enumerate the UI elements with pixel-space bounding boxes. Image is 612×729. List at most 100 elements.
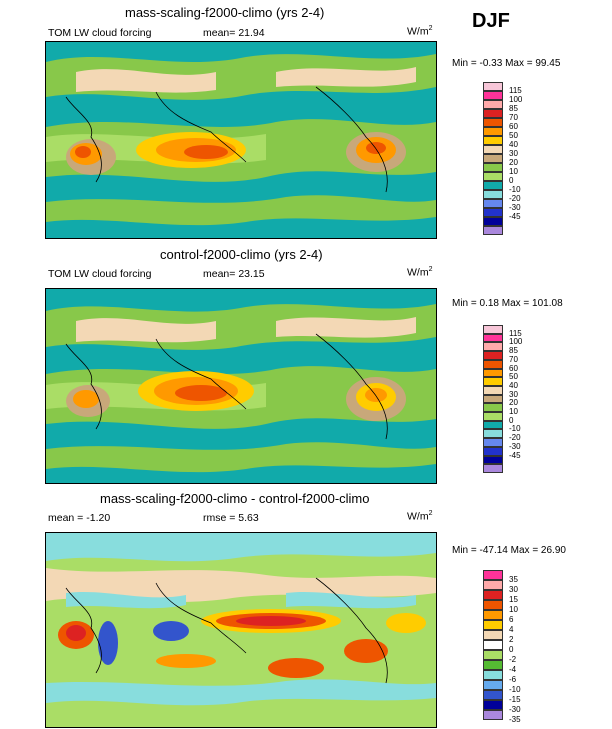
colorbar-tick-label: -45 [509,450,521,460]
colorbar-tick-label: 30 [509,389,518,399]
colorbar-tick-label: 50 [509,372,518,382]
colorbar-swatch [483,680,503,690]
colorbar-tick-label: -6 [509,675,517,684]
colorbar-tick-label: 20 [509,158,518,167]
colorbar-swatch [483,145,503,154]
colorbar-tick-label: -10 [509,685,521,694]
colorbar-swatch [483,610,503,620]
colorbar-tick-label: 115 [509,328,522,338]
colorbar-tick-label: 70 [509,354,518,364]
panel-3-map [45,532,437,728]
colorbar-swatch [483,420,503,430]
colorbar-tick-label: 10 [509,167,518,176]
colorbar-tick-label: -45 [509,212,521,221]
colorbar-swatch [483,226,503,235]
colorbar-swatch [483,630,503,640]
colorbar-tick-label: 70 [509,113,518,122]
colorbar-swatch [483,325,503,334]
colorbar-swatch [483,333,503,343]
colorbar-tick-label: -30 [509,203,521,212]
colorbar-swatch [483,640,503,650]
colorbar-swatch [483,91,503,100]
panel-1-mean-label: mean= 21.94 [203,27,265,39]
panel-1-map [45,41,437,239]
colorbar-swatch [483,136,503,145]
colorbar-tick-label: 10 [509,605,518,614]
panel-1-variable-label: TOM LW cloud forcing [48,27,152,39]
colorbar-tick-label: 40 [509,140,518,149]
colorbar-tick-label: 100 [509,337,523,347]
colorbar-tick-label: -20 [509,194,521,203]
colorbar-swatch [483,181,503,190]
colorbar-swatch [483,208,503,217]
colorbar-swatch [483,118,503,127]
colorbar-swatch [483,190,503,199]
colorbar-swatch [483,455,503,465]
colorbar-swatch [483,590,503,600]
colorbar-tick-label: 85 [509,104,518,113]
colorbar-tick-label: 4 [509,625,514,634]
colorbar-tick-label: 115 [509,86,522,95]
colorbar-swatch [483,154,503,163]
panel-2-map-svg [46,289,436,483]
colorbar-tick-label: 60 [509,363,518,373]
colorbar-swatch [483,412,503,421]
colorbar-tick-label: 0 [509,176,514,185]
colorbar-tick-label: -30 [509,705,521,714]
colorbar-swatch [483,570,503,580]
colorbar-swatch [483,710,503,720]
colorbar-swatch [483,600,503,610]
colorbar-swatch [483,351,503,360]
colorbar-swatch [483,127,503,136]
colorbar-swatch [483,359,503,369]
panel-3-colorbar: 35 30 15 10 6 4 2 0 -2 -4 -6 -10 -15 -30 -35 [483,570,521,724]
panel-2-minmax: Min = 0.18 Max = 101.08 [452,298,563,309]
colorbar-tick-label: 85 [509,346,518,356]
colorbar-swatch [483,690,503,700]
colorbar-tick-label: -35 [509,715,521,724]
colorbar-swatch [483,429,503,439]
colorbar-tick-label: 10 [509,407,518,417]
colorbar-swatch [483,163,503,172]
colorbar-swatch [483,109,503,118]
colorbar-tick-label: 40 [509,380,518,390]
colorbar-tick-label: -10 [509,185,521,194]
colorbar-tick-label: -10 [509,424,521,434]
colorbar-swatch [483,342,503,352]
panel-3-units: W/m2 [407,510,433,523]
colorbar-tick-label: 6 [509,615,514,624]
colorbar-tick-label: 0 [509,415,514,425]
panel-3-map-svg [46,533,436,727]
colorbar-swatch [483,464,503,473]
panel-1-units: W/m2 [407,25,433,38]
colorbar-tick-label: -15 [509,695,521,704]
colorbar-tick-label: 35 [509,575,518,584]
colorbar-tick-label: -2 [509,655,517,664]
colorbar-swatch [483,394,503,404]
colorbar-swatch [483,377,503,386]
colorbar-tick-label: 100 [509,95,523,104]
colorbar-tick-label: 30 [509,585,518,594]
colorbar-swatch [483,403,503,413]
panel-2-units: W/m2 [407,266,433,279]
colorbar-tick-label: -4 [509,665,517,674]
panel-1-colorbar: 115 100 85 70 60 50 40 30 20 10 0 -10 -20 -30 -45 [483,82,522,235]
colorbar-swatch [483,368,503,378]
colorbar-swatch [483,100,503,109]
panel-1-minmax: Min = -0.33 Max = 99.45 [452,58,561,69]
colorbar-swatch [483,199,503,208]
colorbar-swatch [483,446,503,456]
colorbar-swatch [483,620,503,630]
colorbar-swatch [483,217,503,226]
colorbar-swatch [483,700,503,710]
colorbar-swatch [483,82,503,91]
panel-3-title: mass-scaling-f2000-climo - control-f2000… [100,491,370,506]
colorbar-swatch [483,650,503,660]
colorbar-swatch [483,172,503,181]
colorbar-tick-label: -30 [509,441,521,451]
colorbar-swatch [483,438,503,447]
colorbar-swatch [483,580,503,590]
colorbar-swatch [483,385,503,395]
colorbar-tick-label: 2 [509,635,514,644]
panel-2-colorbar: 115 100 85 70 60 50 40 30 20 10 0 -10 -20 -30 -45 [483,325,522,473]
